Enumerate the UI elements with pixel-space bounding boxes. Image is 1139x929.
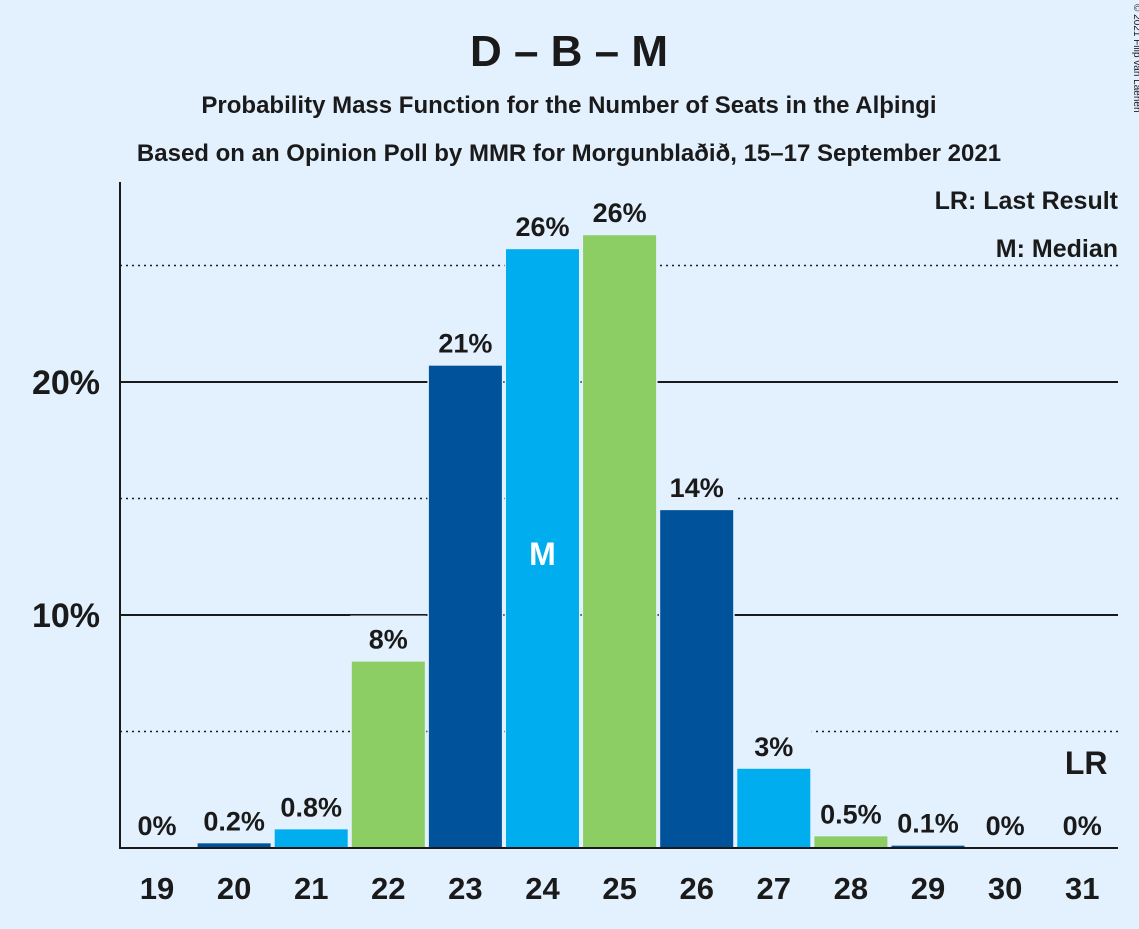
x-tick-label: 28 xyxy=(834,871,868,906)
bar xyxy=(814,836,888,848)
x-tick-label: 22 xyxy=(371,871,405,906)
x-tick-label: 19 xyxy=(140,871,174,906)
bar xyxy=(428,365,502,848)
data-label: 0% xyxy=(1063,811,1102,841)
bar xyxy=(351,661,425,848)
x-tick-label: 29 xyxy=(911,871,945,906)
y-tick-label: 20% xyxy=(32,364,100,402)
bar xyxy=(660,510,734,848)
last-result-marker: LR xyxy=(1065,745,1108,781)
legend-median: M: Median xyxy=(996,235,1118,263)
bar xyxy=(583,235,657,848)
data-label: 0.5% xyxy=(820,799,882,829)
data-label: 14% xyxy=(670,473,724,503)
bar xyxy=(737,768,811,848)
chart-subtitle-2: Based on an Opinion Poll by MMR for Morg… xyxy=(137,140,1001,167)
x-tick-label: 30 xyxy=(988,871,1022,906)
copyright-notice: © 2021 Filip van Laenen xyxy=(1131,4,1139,113)
x-tick-label: 23 xyxy=(448,871,482,906)
data-label: 0.2% xyxy=(203,806,265,836)
data-label: 0% xyxy=(986,811,1025,841)
data-label: 26% xyxy=(593,198,647,228)
x-tick-label: 26 xyxy=(679,871,713,906)
data-label: 21% xyxy=(438,329,492,359)
bar xyxy=(506,249,579,848)
chart-title: D – B – M xyxy=(470,27,668,76)
chart-subtitle-1: Probability Mass Function for the Number… xyxy=(201,92,936,119)
bar xyxy=(891,845,965,848)
x-tick-label: 24 xyxy=(525,871,560,906)
data-label: 0.1% xyxy=(897,809,959,839)
bar xyxy=(197,843,271,848)
y-tick-label: 10% xyxy=(32,597,100,635)
data-label: 26% xyxy=(515,212,569,242)
data-label: 0.8% xyxy=(280,792,342,822)
bar-gap xyxy=(890,799,966,848)
data-label: 8% xyxy=(369,625,408,655)
plot-area: 10% 20% 0% 19 0.2% 20 0.8% 21 8% 22 21% 23 26% 24 M 26%… xyxy=(32,182,1118,906)
x-tick-label: 31 xyxy=(1065,871,1099,906)
x-tick-label: 20 xyxy=(217,871,251,906)
x-tick-label: 21 xyxy=(294,871,328,906)
x-tick-label: 25 xyxy=(602,871,636,906)
data-label: 3% xyxy=(754,732,793,762)
data-label: 0% xyxy=(137,811,176,841)
bar xyxy=(274,829,348,848)
median-marker: M xyxy=(529,536,556,572)
x-tick-label: 27 xyxy=(757,871,791,906)
legend-last-result: LR: Last Result xyxy=(935,187,1119,215)
bar-gap xyxy=(196,797,273,848)
